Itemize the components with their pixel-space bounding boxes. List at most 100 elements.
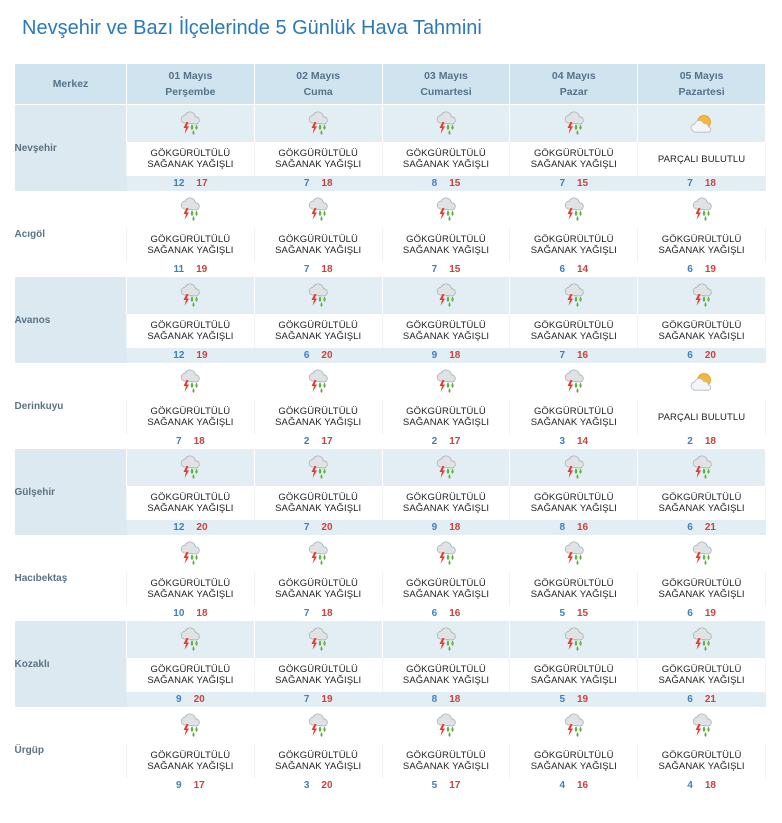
weather-desc-cell: GÖKGÜRÜLTÜLÜ SAĞANAK YAĞIŞLI bbox=[126, 400, 255, 434]
min-temp: 2 bbox=[303, 436, 310, 447]
min-temp: 6 bbox=[687, 264, 693, 275]
thunderstorm-rain-icon bbox=[561, 369, 587, 395]
city-row-temps: 9 17 3 20 5 17 4 16 4 18 bbox=[15, 778, 766, 793]
thunderstorm-rain-icon bbox=[177, 369, 203, 395]
max-temp: 17 bbox=[449, 780, 461, 791]
min-temp: 7 bbox=[303, 608, 310, 619]
temperature-cell: 9 20 bbox=[126, 692, 255, 707]
max-temp: 20 bbox=[321, 780, 333, 791]
desc-line-2: SAĞANAK YAĞIŞLI bbox=[402, 245, 490, 256]
weather-description: GÖKGÜRÜLTÜLÜ SAĞANAK YAĞIŞLI bbox=[531, 234, 617, 256]
thunderstorm-rain-icon bbox=[689, 455, 715, 481]
max-temp: 20 bbox=[704, 350, 716, 361]
weather-description: GÖKGÜRÜLTÜLÜ SAĞANAK YAĞIŞLI bbox=[531, 406, 617, 428]
weather-description: GÖKGÜRÜLTÜLÜ SAĞANAK YAĞIŞLI bbox=[403, 406, 489, 428]
weather-desc-cell: GÖKGÜRÜLTÜLÜ SAĞANAK YAĞIŞLI bbox=[126, 658, 255, 692]
min-temp: 9 bbox=[431, 350, 438, 361]
min-temp: 4 bbox=[687, 780, 693, 791]
day-weekday: Perşembe bbox=[165, 86, 216, 98]
min-temp: 7 bbox=[559, 178, 565, 189]
desc-line-1: GÖKGÜRÜLTÜLÜ bbox=[533, 320, 614, 331]
temperature-cell: 3 20 bbox=[254, 778, 383, 793]
weather-icon-cell bbox=[381, 707, 511, 744]
min-temp: 9 bbox=[431, 522, 438, 533]
thunderstorm-rain-icon bbox=[305, 111, 331, 137]
desc-line-2: SAĞANAK YAĞIŞLI bbox=[402, 331, 490, 342]
weather-description: GÖKGÜRÜLTÜLÜ SAĞANAK YAĞIŞLI bbox=[659, 234, 745, 256]
weather-icon-cell bbox=[253, 449, 383, 486]
city-name-cell: Kozaklı bbox=[14, 621, 127, 707]
temperature-cell: 5 19 bbox=[509, 692, 638, 707]
desc-line-1: GÖKGÜRÜLTÜLÜ bbox=[533, 750, 614, 761]
max-temp: 15 bbox=[449, 178, 461, 189]
min-temp: 3 bbox=[559, 436, 565, 447]
desc-line: PARÇALI BULUTLU bbox=[657, 411, 746, 423]
weather-icon-cell bbox=[126, 707, 255, 744]
city-row-desc: GÖKGÜRÜLTÜLÜ SAĞANAK YAĞIŞLI GÖKGÜRÜLTÜLÜ S… bbox=[15, 658, 766, 692]
weather-description: GÖKGÜRÜLTÜLÜ SAĞANAK YAĞIŞLI bbox=[531, 578, 617, 600]
weather-desc-cell: GÖKGÜRÜLTÜLÜ SAĞANAK YAĞIŞLI bbox=[126, 572, 255, 606]
max-temp: 17 bbox=[449, 436, 461, 447]
desc-line-1: GÖKGÜRÜLTÜLÜ bbox=[661, 664, 742, 675]
city-name: Hacıbektaş bbox=[14, 573, 68, 584]
max-temp: 17 bbox=[193, 780, 205, 791]
weather-icon-cell bbox=[253, 104, 383, 142]
desc-line-2: SAĞANAK YAĞIŞLI bbox=[275, 245, 362, 256]
weather-icon-cell bbox=[637, 104, 766, 142]
desc-line-2: SAĞANAK YAĞIŞLI bbox=[147, 331, 234, 342]
weather-description: GÖKGÜRÜLTÜLÜ SAĞANAK YAĞIŞLI bbox=[403, 492, 489, 514]
thunderstorm-rain-icon bbox=[433, 713, 459, 739]
min-temp: 5 bbox=[431, 780, 438, 791]
desc-line-1: GÖKGÜRÜLTÜLÜ bbox=[150, 750, 231, 761]
max-temp: 16 bbox=[577, 350, 589, 361]
max-temp: 20 bbox=[196, 522, 208, 533]
min-temp: 6 bbox=[303, 350, 310, 361]
desc-line-2: SAĞANAK YAĞIŞLI bbox=[530, 331, 617, 342]
city-name: Avanos bbox=[14, 315, 51, 326]
weather-description: GÖKGÜRÜLTÜLÜ SAĞANAK YAĞIŞLI bbox=[403, 664, 489, 686]
weather-icon-cell bbox=[253, 535, 383, 572]
weather-desc-cell: GÖKGÜRÜLTÜLÜ SAĞANAK YAĞIŞLI bbox=[253, 572, 383, 606]
forecast-body: Nevşehir GÖKGÜRÜLTÜLÜ SAĞANAK YAĞIŞLI GÖKGÜ… bbox=[14, 104, 766, 793]
max-temp: 15 bbox=[577, 178, 589, 189]
weather-icon-cell bbox=[509, 707, 639, 744]
desc-line-1: GÖKGÜRÜLTÜLÜ bbox=[533, 664, 614, 675]
temperature-cell: 8 15 bbox=[382, 176, 510, 191]
max-temp: 19 bbox=[321, 694, 333, 705]
thunderstorm-rain-icon bbox=[433, 627, 459, 653]
city-name: Nevşehir bbox=[14, 143, 57, 154]
weather-description: GÖKGÜRÜLTÜLÜ SAĞANAK YAĞIŞLI bbox=[531, 148, 617, 170]
weather-desc-cell: GÖKGÜRÜLTÜLÜ SAĞANAK YAĞIŞLI bbox=[509, 400, 639, 434]
max-temp: 19 bbox=[704, 264, 716, 275]
weather-description: GÖKGÜRÜLTÜLÜ SAĞANAK YAĞIŞLI bbox=[531, 492, 617, 514]
weather-description: GÖKGÜRÜLTÜLÜ SAĞANAK YAĞIŞLI bbox=[403, 578, 489, 600]
weather-icon-cell bbox=[509, 621, 639, 658]
temperature-cell: 6 16 bbox=[382, 606, 510, 621]
desc-line-2: SAĞANAK YAĞIŞLI bbox=[658, 675, 745, 686]
weather-desc-cell: GÖKGÜRÜLTÜLÜ SAĞANAK YAĞIŞLI bbox=[253, 486, 383, 520]
min-temp: 6 bbox=[559, 264, 565, 275]
city-row-temps: 9 20 7 19 8 18 5 19 6 21 bbox=[15, 692, 766, 707]
temperature-cell: 6 20 bbox=[254, 348, 383, 363]
weather-description: GÖKGÜRÜLTÜLÜ SAĞANAK YAĞIŞLI bbox=[147, 234, 233, 256]
weather-description: GÖKGÜRÜLTÜLÜ SAĞANAK YAĞIŞLI bbox=[147, 492, 233, 514]
city-row: Derinkuyu bbox=[15, 363, 766, 412]
max-temp: 16 bbox=[577, 780, 589, 791]
city-row-temps: 11 19 7 18 7 15 6 14 6 19 bbox=[15, 262, 766, 277]
city-row: Avanos bbox=[14, 277, 766, 363]
weather-desc-cell: GÖKGÜRÜLTÜLÜ SAĞANAK YAĞIŞLI bbox=[381, 228, 511, 262]
min-temp: 8 bbox=[431, 178, 438, 189]
temperature-cell: 6 20 bbox=[637, 348, 766, 363]
desc-line-2: SAĞANAK YAĞIŞLI bbox=[275, 417, 362, 428]
desc-line-2: SAĞANAK YAĞIŞLI bbox=[530, 761, 617, 772]
desc-line-1: GÖKGÜRÜLTÜLÜ bbox=[406, 578, 486, 589]
weather-desc-cell: PARÇALI BULUTLU bbox=[637, 400, 766, 434]
desc-line-2: SAĞANAK YAĞIŞLI bbox=[147, 159, 234, 170]
weather-icon-cell bbox=[381, 363, 511, 400]
weather-desc-cell: PARÇALI BULUTLU bbox=[637, 142, 766, 176]
thunderstorm-rain-icon bbox=[305, 713, 331, 739]
weather-icon-cell bbox=[126, 535, 255, 572]
weather-desc-cell: GÖKGÜRÜLTÜLÜ SAĞANAK YAĞIŞLI bbox=[509, 314, 639, 348]
desc-line-2: SAĞANAK YAĞIŞLI bbox=[658, 589, 745, 600]
max-temp: 18 bbox=[449, 350, 461, 361]
